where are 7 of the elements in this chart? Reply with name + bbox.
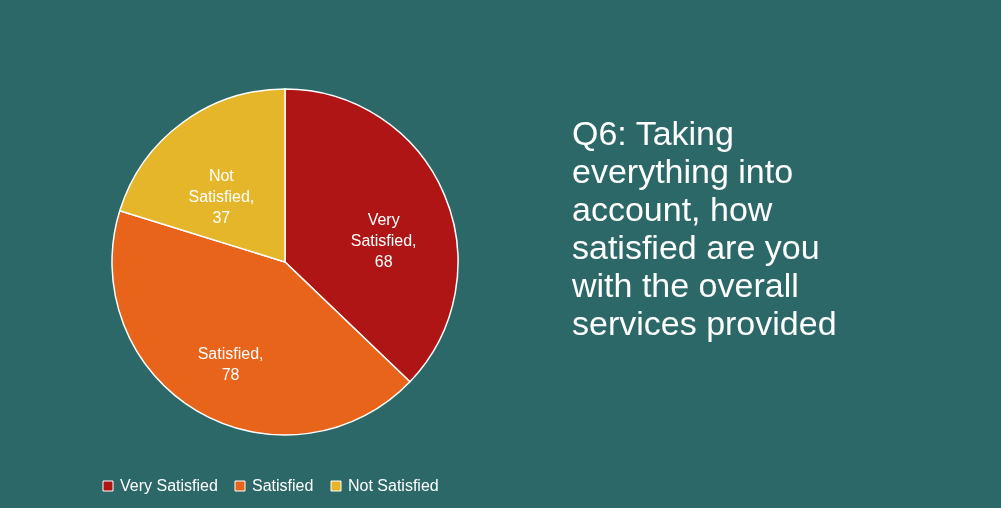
legend-label: Not Satisfied	[348, 477, 439, 494]
data-label: Satisfied, 78	[197, 345, 264, 384]
data-label: Very Satisfied, 68	[350, 210, 417, 270]
text: Q6: Taking everything into account, how satisfied are you with the overall services provided	[571, 114, 837, 342]
legend-label: Very Satisfied	[120, 477, 218, 494]
legend-label: Satisfied	[252, 477, 314, 494]
data-label: Not Satisfied, 37	[188, 166, 255, 226]
